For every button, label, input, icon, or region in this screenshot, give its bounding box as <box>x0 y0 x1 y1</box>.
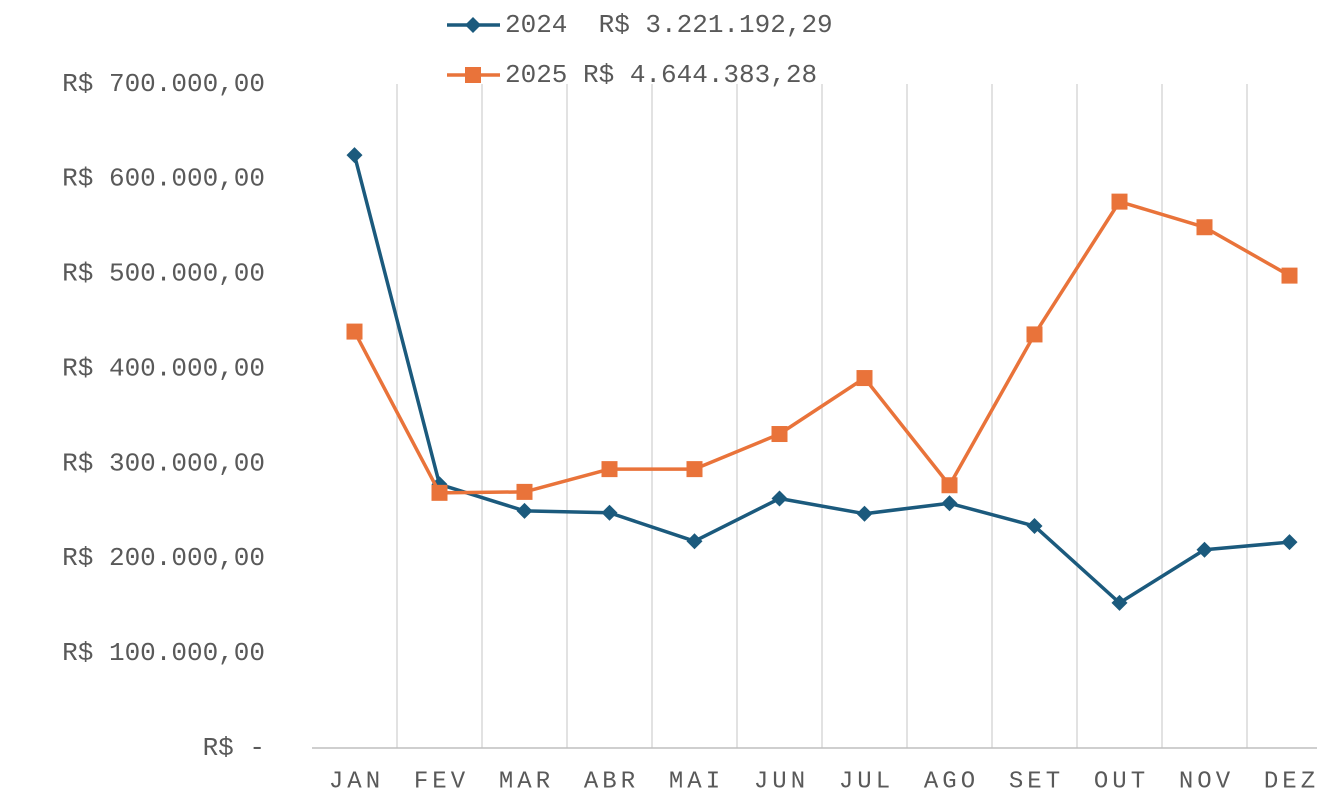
data-point <box>856 505 873 522</box>
y-tick-label: R$ 200.000,00 <box>62 543 265 573</box>
data-point <box>686 533 703 550</box>
data-point <box>1281 267 1298 284</box>
x-tick-label: DEZ <box>1264 768 1317 794</box>
data-point <box>771 490 788 507</box>
data-point <box>516 483 533 500</box>
x-tick-label: MAR <box>499 768 554 794</box>
series-line <box>352 154 1290 605</box>
legend-label: 2024 R$ 3.221.192,29 <box>505 10 833 40</box>
data-point <box>1111 193 1128 210</box>
y-tick-label: R$ 600.000,00 <box>62 164 265 194</box>
legend-marker <box>465 17 481 33</box>
data-point <box>1196 541 1213 558</box>
x-tick-label: JUN <box>754 768 809 794</box>
data-point <box>1026 326 1043 343</box>
data-point <box>1281 534 1298 551</box>
legend-label: 2025 R$ 4.644.383,28 <box>505 60 817 90</box>
data-point <box>856 370 873 387</box>
series-line <box>352 199 1291 495</box>
x-tick-label: AGO <box>924 768 979 794</box>
y-tick-label: R$ - <box>203 733 265 763</box>
x-tick-label: OUT <box>1094 768 1149 794</box>
data-point <box>1026 518 1043 535</box>
data-point <box>601 461 618 478</box>
data-point <box>346 323 363 340</box>
data-point <box>941 477 958 494</box>
x-tick-label: ABR <box>584 768 639 794</box>
y-tick-label: R$ 500.000,00 <box>62 259 265 289</box>
x-tick-label: JAN <box>329 768 384 794</box>
y-tick-label: R$ 700.000,00 <box>62 69 265 99</box>
data-point <box>516 502 533 519</box>
x-tick-label: SET <box>1009 768 1064 794</box>
data-point <box>1111 594 1128 611</box>
legend-marker <box>465 67 481 83</box>
data-point <box>346 147 363 164</box>
data-point <box>431 484 448 501</box>
x-tick-label: JUL <box>839 768 894 794</box>
x-tick-label: FEV <box>414 768 469 794</box>
y-tick-label: R$ 300.000,00 <box>62 448 265 478</box>
x-tick-label: MAI <box>669 768 724 794</box>
y-tick-label: R$ 100.000,00 <box>62 638 265 668</box>
y-tick-label: R$ 400.000,00 <box>62 353 265 383</box>
data-point <box>686 461 703 478</box>
data-point <box>1196 219 1213 236</box>
data-point <box>941 495 958 512</box>
data-point <box>601 504 618 521</box>
data-point <box>771 426 788 443</box>
x-tick-label: NOV <box>1179 768 1234 794</box>
